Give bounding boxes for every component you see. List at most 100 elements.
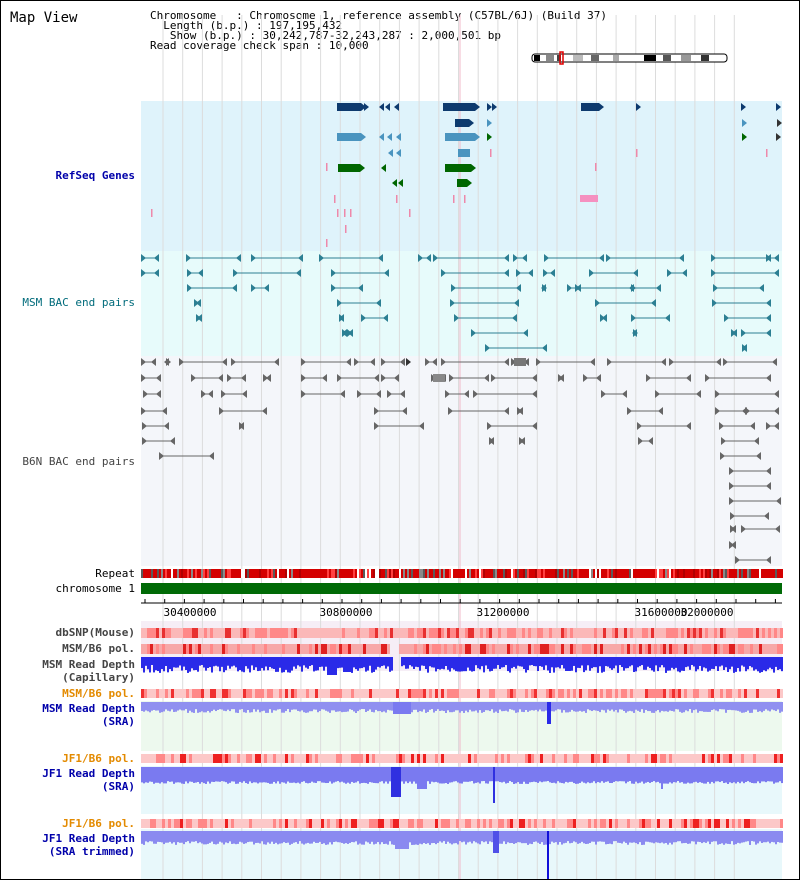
gene-feature [581,103,599,111]
polymorphism-cell [633,819,636,828]
polymorphism-cell [360,644,363,654]
read-depth-bar [157,702,159,711]
read-depth-bar [163,702,165,712]
read-depth-bar [549,831,551,845]
bac-end-marker [384,269,389,277]
polymorphism-cell [237,689,240,698]
polymorphism-cell [312,689,315,698]
polymorphism-cell [519,689,522,698]
polymorphism-cell [756,628,759,638]
read-depth-bar [659,702,661,713]
polymorphism-cell [675,644,678,654]
read-depth-bar [667,767,669,784]
polymorphism-cell [207,628,210,638]
polymorphism-cell [450,754,453,763]
polymorphism-cell [192,819,195,828]
polymorphism-cell [450,644,453,654]
bac-end-marker [750,422,755,430]
polymorphism-cell [486,689,489,698]
repeat-segment [601,569,603,578]
repeat-segment [435,569,437,578]
polymorphism-cell [276,628,279,638]
bac-end-marker [381,374,386,382]
read-depth-bar [483,767,485,782]
read-depth-bar [245,831,247,844]
polymorphism-cell [459,628,462,638]
bac-end-marker [735,556,740,564]
bac-end-marker [142,422,147,430]
polymorphism-cell [771,754,774,763]
polymorphism-cell [357,689,360,698]
read-depth-bar [141,657,143,669]
read-depth-bar [711,767,713,782]
polymorphism-cell [780,754,783,763]
polymorphism-cell [396,689,399,698]
read-depth-bar [775,767,777,783]
polymorphism-cell [144,644,147,654]
read-depth-bar [337,831,339,843]
read-depth-bar [633,767,635,784]
bac-end-marker [374,374,379,382]
read-depth-bar [621,767,623,782]
read-depth-bar [557,702,559,710]
read-depth-bar [535,831,537,842]
read-depth-bar [747,767,749,782]
polymorphism-cell [738,819,741,828]
read-depth-bar [549,657,551,673]
read-depth-bar [297,657,299,666]
read-depth-bar [727,767,729,784]
read-depth-bar [235,702,237,713]
bac-end-marker [164,422,169,430]
gene-exon-marker [388,149,393,157]
read-depth-bar [259,767,261,783]
read-depth-bar [465,702,467,711]
track-label-refseq-genes[interactable]: RefSeq Genes [55,169,135,182]
read-depth-bar [461,767,463,784]
polymorphism-cell [225,754,228,763]
polymorphism-cell [411,689,414,698]
polymorphism-cell [249,754,252,763]
read-depth-bar [611,657,613,670]
polymorphism-cell [177,689,180,698]
repeat-segment [267,569,269,578]
read-depth-bar [751,831,753,842]
read-depth-bar [767,657,769,670]
polymorphism-cell [207,689,210,698]
polymorphism-cell [642,689,645,698]
read-depth-bar [699,702,701,712]
read-depth-bar [599,657,601,667]
read-depth-bar [383,657,385,666]
polymorphism-cell [414,754,417,763]
polymorphism-cell [762,644,765,654]
read-depth-bar [539,702,541,710]
read-depth-bar [721,702,723,710]
read-depth-bar [161,831,163,843]
polymorphism-cell [279,644,282,654]
polymorphism-cell [732,689,735,698]
polymorphism-cell [549,819,552,828]
read-depth-bar [287,767,289,782]
track-label-msm-bac-end-pairs[interactable]: MSM BAC end pairs [22,296,135,309]
repeat-segment [211,569,213,578]
polymorphism-cell [288,689,291,698]
repeat-segment [615,569,617,578]
read-depth-bar [663,767,665,784]
polymorphism-cell [684,754,687,763]
read-depth-bar [555,657,557,668]
polymorphism-cell [477,754,480,763]
read-depth-bar [771,831,773,842]
read-depth-bar [407,767,409,784]
read-depth-bar [597,831,599,842]
repeat-segment [383,569,385,578]
polymorphism-cell [501,628,504,638]
polymorphism-cell [630,628,633,638]
track-label-b6n-bac-end-pairs[interactable]: B6N BAC end pairs [22,455,135,468]
read-depth-bar [755,767,757,784]
polymorphism-cell [264,628,267,638]
polymorphism-cell [369,754,372,763]
read-depth-bar [557,831,559,845]
polymorphism-cell [426,819,429,828]
polymorphism-cell [750,628,753,638]
polymorphism-cell [717,628,720,638]
